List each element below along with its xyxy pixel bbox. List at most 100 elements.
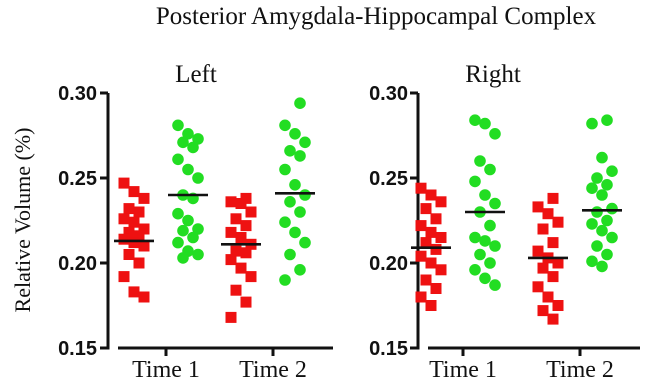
data-point-square xyxy=(532,281,544,293)
data-point-square xyxy=(547,313,559,325)
data-point-circle xyxy=(187,231,199,244)
data-point-square xyxy=(415,220,427,232)
data-point-circle xyxy=(591,172,603,184)
data-point-square xyxy=(552,300,564,311)
data-point-circle xyxy=(469,231,481,244)
data-point-square xyxy=(118,177,130,189)
y-tick-label: 0.15 xyxy=(369,338,408,360)
data-point-square xyxy=(118,271,130,283)
data-point-square xyxy=(425,300,437,311)
data-point-square xyxy=(128,186,140,198)
right-panel: Right 0.30 0.25 0.20 0.15 Time 1 Time 2 xyxy=(369,61,640,383)
data-point-circle xyxy=(479,117,491,130)
data-point-circle xyxy=(489,197,501,210)
data-point-square xyxy=(532,245,544,257)
data-point-square xyxy=(128,286,140,298)
y-tick-label: 0.20 xyxy=(58,253,97,275)
data-point-circle xyxy=(192,223,204,235)
data-point-circle xyxy=(289,128,301,140)
data-point-circle xyxy=(484,257,496,269)
data-point-circle xyxy=(469,264,481,276)
data-point-square xyxy=(230,245,242,257)
data-point-circle xyxy=(484,163,496,176)
y-axis-label: Relative Volume (%) xyxy=(10,128,35,313)
data-point-square xyxy=(425,257,437,269)
data-point-circle xyxy=(299,236,311,249)
panel-title: Left xyxy=(175,61,217,88)
data-point-circle xyxy=(586,218,598,230)
data-point-square xyxy=(133,230,145,242)
data-point-circle xyxy=(279,216,291,228)
data-point-square xyxy=(133,257,145,269)
y-tick-label: 0.25 xyxy=(58,168,97,190)
data-point-square xyxy=(420,203,432,215)
data-point-circle xyxy=(177,252,189,264)
data-point-circle xyxy=(299,189,311,201)
data-point-circle xyxy=(596,260,608,273)
data-point-circle xyxy=(586,255,598,268)
data-point-circle xyxy=(289,226,301,239)
data-point-square xyxy=(240,220,252,232)
figure-title: Posterior Amygdala-Hippocampal Complex xyxy=(156,3,597,30)
y-tick-label: 0.15 xyxy=(58,338,97,360)
data-point-circle xyxy=(294,150,306,162)
data-point-circle xyxy=(484,219,496,232)
data-point-circle xyxy=(586,117,598,130)
data-point-circle xyxy=(279,119,291,132)
data-point-circle xyxy=(489,128,501,140)
data-point-circle xyxy=(172,207,184,220)
data-point-square xyxy=(240,296,252,308)
data-point-circle xyxy=(192,248,204,261)
data-point-square xyxy=(230,213,242,225)
data-point-circle xyxy=(284,145,296,157)
data-point-circle xyxy=(182,128,194,140)
data-point-circle xyxy=(474,248,486,261)
data-point-circle xyxy=(474,155,486,167)
data-point-square xyxy=(235,232,247,243)
data-point-circle xyxy=(469,114,481,126)
data-point-circle xyxy=(182,214,194,227)
data-point-circle xyxy=(177,224,189,237)
data-point-square xyxy=(552,257,564,269)
data-point-circle xyxy=(182,163,194,176)
data-point-circle xyxy=(172,236,184,249)
data-point-square xyxy=(415,182,427,194)
data-point-circle xyxy=(596,224,608,237)
y-tick-label: 0.20 xyxy=(369,253,408,275)
data-point-circle xyxy=(606,202,618,215)
data-point-square xyxy=(230,284,242,296)
data-point-circle xyxy=(489,240,501,252)
data-point-circle xyxy=(192,172,204,184)
data-point-square xyxy=(138,223,150,235)
data-point-square xyxy=(425,226,437,238)
data-point-circle xyxy=(596,151,608,164)
data-point-circle xyxy=(289,179,301,191)
data-point-square xyxy=(537,305,549,317)
data-point-circle xyxy=(294,264,306,276)
data-point-square xyxy=(435,264,447,276)
data-point-circle xyxy=(284,196,296,208)
data-point-square xyxy=(123,203,135,215)
data-point-circle xyxy=(591,206,603,218)
data-point-circle xyxy=(601,214,613,227)
data-point-circle xyxy=(294,97,306,109)
data-point-circle xyxy=(601,114,613,126)
data-point-circle xyxy=(479,235,491,247)
data-point-square xyxy=(225,226,237,238)
x-tick-label: Time 1 xyxy=(132,357,200,383)
data-point-circle xyxy=(606,165,618,177)
y-tick-label: 0.25 xyxy=(369,168,408,190)
data-point-square xyxy=(133,206,145,218)
data-point-square xyxy=(420,237,432,249)
data-point-circle xyxy=(192,133,204,145)
data-point-square xyxy=(138,291,150,303)
data-point-circle xyxy=(172,153,184,166)
data-point-square xyxy=(138,192,150,204)
data-point-square xyxy=(435,232,447,243)
data-point-square xyxy=(430,213,442,225)
data-point-square xyxy=(415,291,427,303)
data-point-square xyxy=(542,291,554,303)
panel-title: Right xyxy=(465,61,521,88)
data-point-circle xyxy=(596,189,608,201)
data-point-circle xyxy=(489,279,501,291)
